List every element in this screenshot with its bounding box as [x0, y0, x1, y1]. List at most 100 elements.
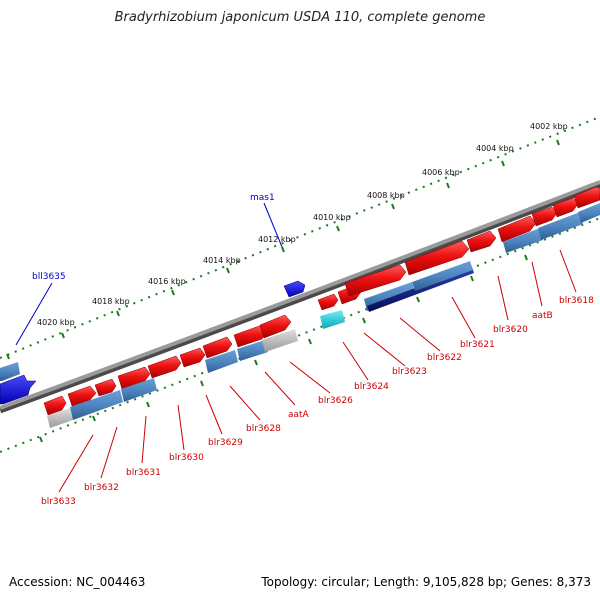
tick: [524, 254, 528, 261]
leader-line: [177, 404, 185, 451]
feature-blue: [578, 203, 600, 223]
gene-label-mas1[interactable]: mas1: [250, 193, 275, 203]
gene-label[interactable]: aatB: [532, 311, 553, 321]
gene-mas1[interactable]: [283, 280, 306, 298]
gene-blr3620[interactable]: [466, 230, 497, 253]
gene-label[interactable]: blr3620: [493, 325, 528, 335]
gene-label[interactable]: blr3623: [392, 367, 427, 377]
leader-line: [399, 317, 441, 352]
gene-label[interactable]: blr3626: [318, 396, 353, 406]
tick: [200, 380, 204, 387]
scale-label: 4004 kbp: [476, 144, 514, 153]
gene-label[interactable]: blr3622: [427, 353, 462, 363]
leader-line: [141, 415, 147, 464]
scale-label: 4006 kbp: [422, 168, 460, 177]
tick: [501, 160, 505, 167]
tick: [61, 332, 65, 339]
map-title: Bradyrhizobium japonicum USDA 110, compl…: [114, 10, 486, 25]
gene-label[interactable]: blr3621: [460, 340, 495, 350]
gene-label[interactable]: blr3628: [246, 424, 281, 434]
feature-blue: [121, 378, 157, 402]
gene-blr3624[interactable]: [317, 293, 339, 311]
leader-line: [100, 426, 118, 479]
scale-label: 4014 kbp: [203, 256, 241, 265]
gene-label[interactable]: blr3629: [208, 438, 243, 448]
feature-blue: [412, 261, 473, 291]
tick: [308, 338, 312, 345]
tick: [6, 353, 10, 360]
gene-label[interactable]: aatA: [288, 410, 310, 420]
leader-line: [559, 249, 577, 293]
tick: [39, 436, 43, 443]
feature-blue: [503, 228, 543, 253]
scale-label: 4012 kbp: [258, 235, 296, 244]
forward-genes: [43, 186, 600, 416]
leader-line: [229, 385, 261, 421]
tick: [226, 267, 230, 274]
feature-cyan: [320, 310, 345, 329]
tick: [391, 203, 395, 210]
gene-blr3619[interactable]: [531, 206, 558, 227]
tick: [416, 296, 420, 303]
gene-label[interactable]: blr3632: [84, 483, 119, 493]
gene-aatB[interactable]: [497, 215, 537, 243]
leader-line: [15, 282, 53, 346]
scale-label: 4016 kbp: [148, 277, 186, 286]
gene-blr3618[interactable]: [552, 197, 579, 218]
scale-label: 4010 kbp: [313, 213, 351, 222]
feature-grey: [47, 408, 73, 428]
tick: [336, 225, 340, 232]
gene-blr3626b[interactable]: [259, 314, 292, 339]
gene-blr3617[interactable]: [573, 186, 600, 209]
gene-blr3630[interactable]: [117, 366, 151, 390]
tick: [362, 317, 366, 324]
gene-label[interactable]: blr3631: [126, 468, 161, 478]
tick: [92, 415, 96, 422]
gene-bll3635[interactable]: [0, 374, 37, 405]
gene-blr3628[interactable]: [179, 347, 206, 368]
tick: [116, 310, 120, 317]
gene-blr3633[interactable]: [43, 395, 67, 416]
leader-line: [497, 275, 509, 321]
leader-line: [289, 361, 331, 394]
leader-line: [205, 394, 223, 435]
gene-blr3622[interactable]: [344, 264, 407, 297]
scale-label: 4018 kbp: [92, 297, 130, 306]
tick: [171, 289, 175, 296]
feature-blue: [237, 340, 268, 361]
gene-blr3632[interactable]: [67, 385, 97, 407]
leader-line: [451, 296, 476, 339]
leader-line: [342, 341, 369, 381]
tick: [470, 275, 474, 282]
top-gene-labels: bll3635 mas1: [15, 193, 283, 346]
gene-aatA[interactable]: [202, 336, 233, 359]
scale-label: 4020 kbp: [37, 318, 75, 327]
tick: [281, 246, 285, 253]
leader-line: [363, 332, 406, 367]
gene-label[interactable]: blr3633: [41, 497, 76, 507]
feature-blue: [70, 390, 123, 420]
tick: [556, 139, 560, 146]
gene-blr3631[interactable]: [94, 378, 117, 397]
genome-summary-text: Topology: circular; Length: 9,105,828 bp…: [261, 575, 591, 589]
bottom-gene-labels: [58, 249, 577, 493]
gene-label[interactable]: blr3630: [169, 453, 204, 463]
gene-blr3621[interactable]: [404, 240, 470, 276]
gene-label[interactable]: blr3618: [559, 296, 594, 306]
gene-label-bll3635[interactable]: bll3635: [32, 272, 66, 282]
gene-label[interactable]: blr3624: [354, 382, 389, 392]
genome-backbone: [0, 180, 600, 410]
accession-text: Accession: NC_004463: [9, 575, 146, 589]
leader-line: [531, 261, 543, 307]
scale-labels: 4002 kbp 4004 kbp 4006 kbp 4008 kbp 4010…: [37, 122, 568, 327]
gene-blr3629[interactable]: [147, 355, 182, 379]
feature-grey: [262, 329, 298, 352]
scale-ticks: [6, 139, 560, 443]
tick: [446, 182, 450, 189]
reverse-genes: [0, 280, 306, 405]
scale-label: 4002 kbp: [530, 122, 568, 131]
leader-line: [58, 434, 94, 493]
leader-line: [263, 202, 283, 248]
